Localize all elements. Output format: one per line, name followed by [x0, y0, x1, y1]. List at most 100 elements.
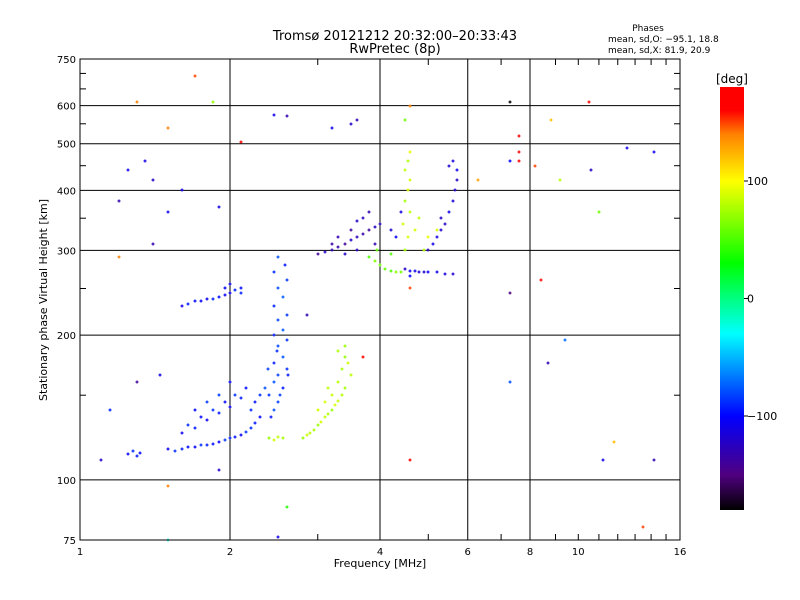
- y-tick-label: 75: [63, 536, 76, 547]
- data-point: [508, 159, 512, 163]
- chart-title: Tromsø 20121212 20:32:00–20:33:43: [272, 29, 517, 44]
- data-point: [233, 435, 237, 439]
- colorbar-tick-label: 100: [747, 175, 768, 188]
- data-point: [108, 408, 112, 412]
- data-point: [343, 355, 347, 359]
- data-point: [426, 248, 430, 252]
- data-point: [285, 313, 289, 317]
- data-point: [336, 399, 340, 403]
- data-point: [413, 269, 417, 273]
- data-point: [267, 436, 271, 440]
- data-point: [367, 228, 371, 232]
- data-point: [143, 159, 147, 163]
- colorbar-tick-label: 0: [747, 293, 754, 306]
- data-point: [435, 235, 439, 239]
- data-point: [126, 452, 130, 456]
- data-point: [253, 421, 257, 425]
- data-point: [403, 118, 407, 122]
- data-point: [378, 263, 382, 267]
- data-point: [276, 400, 280, 404]
- data-point: [158, 373, 162, 377]
- y-tick-label: 300: [57, 246, 76, 257]
- data-point: [355, 118, 359, 122]
- data-point: [276, 286, 280, 290]
- data-point: [233, 288, 237, 292]
- data-point: [205, 443, 209, 447]
- data-point: [199, 443, 203, 447]
- data-point: [305, 313, 309, 317]
- data-point: [539, 278, 543, 282]
- data-point: [205, 418, 209, 422]
- data-point: [451, 272, 455, 276]
- data-point: [408, 286, 412, 290]
- data-point: [305, 433, 309, 437]
- data-point: [217, 411, 221, 415]
- data-point: [563, 338, 567, 342]
- y-tick-label: 600: [57, 102, 76, 113]
- data-point: [558, 178, 562, 182]
- data-point: [612, 440, 616, 444]
- data-point: [439, 216, 443, 220]
- data-point: [228, 405, 232, 409]
- data-point: [443, 222, 447, 226]
- y-axis-label: Stationary phase Virtual Height [km]: [37, 199, 50, 401]
- data-point: [336, 245, 340, 249]
- data-point: [408, 210, 412, 214]
- x-axis-ticks: 1 2 4 6 8 10 16: [77, 59, 686, 558]
- data-point: [223, 293, 227, 297]
- data-point: [276, 344, 280, 348]
- data-point: [117, 199, 121, 203]
- data-point: [228, 436, 232, 440]
- data-point: [517, 134, 521, 138]
- stats-x-mode: mean, sd,X: 81.9, 20.9: [608, 46, 711, 56]
- data-point: [361, 355, 365, 359]
- data-point: [406, 159, 410, 163]
- data-point: [199, 299, 203, 303]
- data-point: [316, 423, 320, 427]
- data-point: [180, 188, 184, 192]
- data-point: [186, 445, 190, 449]
- data-point: [375, 248, 379, 252]
- data-point: [211, 442, 215, 446]
- x-tick-label: 8: [527, 547, 533, 558]
- data-point: [316, 408, 320, 412]
- data-point: [285, 278, 289, 282]
- colorbar-tick-label: −100: [747, 410, 777, 423]
- colorbar: [720, 87, 744, 510]
- data-point: [272, 380, 276, 384]
- data-point: [336, 349, 340, 353]
- data-point: [301, 436, 305, 440]
- grid-lines: [80, 59, 680, 540]
- data-point: [389, 269, 393, 273]
- data-point: [193, 74, 197, 78]
- data-point: [276, 255, 280, 259]
- data-point: [422, 248, 426, 252]
- data-point: [180, 447, 184, 451]
- data-point: [239, 286, 243, 290]
- data-point: [343, 242, 347, 246]
- data-point: [285, 505, 289, 509]
- data-point: [355, 235, 359, 239]
- data-point: [281, 328, 285, 332]
- data-point: [343, 344, 347, 348]
- data-point: [228, 291, 232, 295]
- data-point: [340, 393, 344, 397]
- data-point: [267, 393, 271, 397]
- data-point: [367, 210, 371, 214]
- x-tick-label: 4: [377, 547, 383, 558]
- data-point: [217, 205, 221, 209]
- data-point: [373, 225, 377, 229]
- data-point: [278, 393, 282, 397]
- data-point: [180, 304, 184, 308]
- data-point: [508, 380, 512, 384]
- data-point: [455, 168, 459, 172]
- data-point: [508, 100, 512, 104]
- data-point: [403, 248, 407, 252]
- data-point: [281, 386, 285, 390]
- data-point: [193, 299, 197, 303]
- data-point: [533, 164, 537, 168]
- data-point: [549, 118, 553, 122]
- data-point: [361, 216, 365, 220]
- data-point: [546, 361, 550, 365]
